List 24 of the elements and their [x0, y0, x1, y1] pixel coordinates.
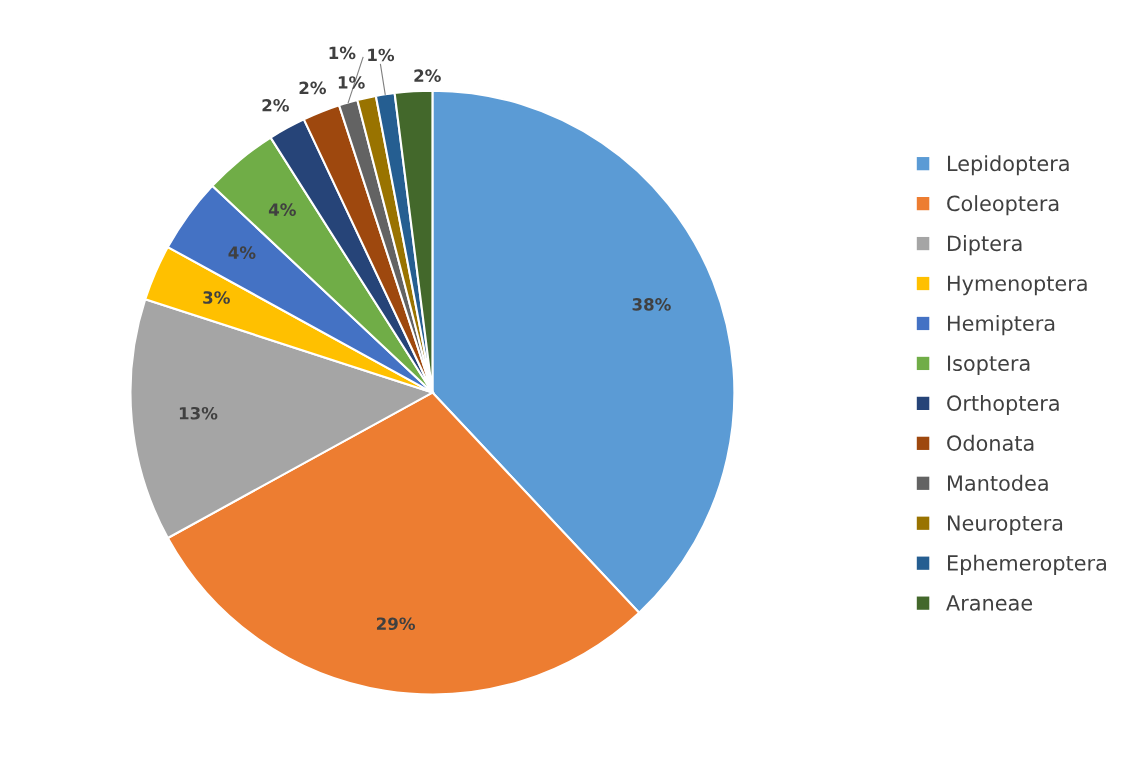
- legend-label: Diptera: [948, 235, 1022, 256]
- data-label: 13%: [179, 406, 218, 420]
- legend-label: Mantodea: [948, 474, 1048, 491]
- data-label: 4%: [228, 246, 256, 259]
- legend-label: Neuroptera: [948, 515, 1063, 535]
- data-label: 3%: [203, 291, 230, 304]
- legend-label: Araneae: [946, 595, 1033, 611]
- data-label: 1%: [338, 76, 365, 89]
- data-label: 2%: [414, 69, 441, 82]
- legend-label: Coleoptera: [947, 195, 1059, 216]
- legend-label: Odonata: [947, 434, 1034, 451]
- data-label: 1%: [368, 48, 395, 62]
- legend-label: Lepidoptera: [948, 155, 1069, 176]
- data-label: 1%: [329, 46, 356, 60]
- legend-label: Hymenoptera: [948, 275, 1087, 296]
- legend-label: Hemiptera: [948, 314, 1055, 336]
- legend-label: Isoptera: [948, 355, 1030, 376]
- legend-label: Ephemeroptera: [948, 554, 1106, 575]
- data-label: 29%: [376, 617, 416, 631]
- legend-label: Orthoptera: [947, 394, 1059, 416]
- data-label: 4%: [268, 203, 296, 216]
- data-label: 38%: [632, 298, 671, 311]
- data-label: 2%: [262, 99, 289, 112]
- data-label: 2%: [299, 81, 327, 95]
